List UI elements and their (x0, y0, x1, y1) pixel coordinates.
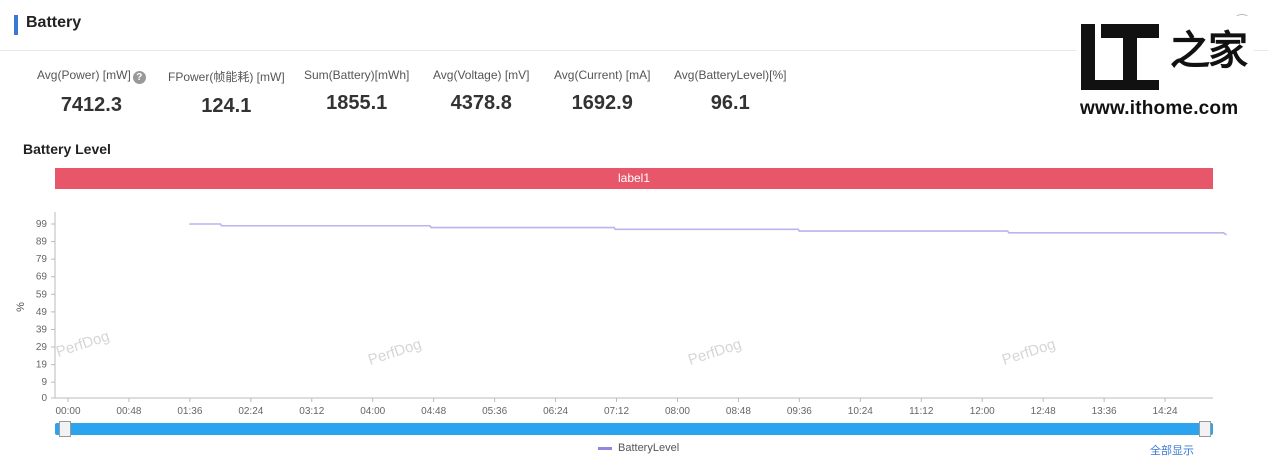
series (189, 223, 1227, 236)
data-point (189, 223, 191, 225)
metric-avg-current: Avg(Current) [mA] 1692.9 (554, 68, 650, 115)
legend-swatch (598, 446, 612, 450)
metric-label: Avg(Current) [mA] (554, 68, 651, 82)
x-tick-label: 14:24 (1153, 406, 1178, 417)
metric-value: 7412.3 (60, 94, 122, 116)
x-tick-label: 03:12 (299, 406, 324, 417)
y-tick-label: 19 (36, 360, 48, 371)
panel-header: Battery (0, 0, 1268, 51)
data-point (798, 230, 801, 232)
title-accent-bar (14, 15, 18, 35)
x-tick-label: 04:48 (421, 406, 446, 417)
data-point (1222, 231, 1225, 234)
data-point (219, 223, 222, 225)
data-point (1225, 233, 1227, 236)
metric-avg-battery-level: Avg(BatteryLevel)[%] 96.1 (674, 68, 787, 115)
data-point (1006, 230, 1009, 232)
watermark-text: PerfDog (686, 336, 744, 369)
x-tick-label: 01:36 (177, 406, 202, 417)
data-point (614, 228, 617, 231)
metric-sum-battery: Sum(Battery)[mWh] 1855.1 (304, 68, 409, 115)
chart-title: Battery Level (23, 141, 111, 157)
y-tick-label: 99 (36, 219, 48, 230)
x-tick-label: 05:36 (482, 406, 507, 417)
metric-value: 124.1 (201, 95, 252, 117)
y-tick-label: 69 (36, 272, 48, 283)
series-line-BatteryLevel (189, 223, 1227, 236)
y-tick-label: 79 (36, 254, 48, 265)
x-tick-label: 04:00 (360, 406, 385, 417)
data-point (430, 226, 432, 229)
y-tick-label: 39 (36, 324, 48, 335)
legend-label: BatteryLevel (618, 442, 680, 454)
y-tick-label: 89 (36, 237, 48, 248)
metric-avg-power: Avg(Power) [mW]? 7412.3 (37, 68, 146, 117)
zoom-slider[interactable] (55, 423, 1213, 435)
metric-label: Avg(Voltage) [mV] (433, 68, 530, 82)
y-tick-label: 49 (36, 307, 48, 318)
data-point (613, 226, 615, 229)
legend-item[interactable]: BatteryLevel (598, 442, 679, 454)
slider-handle-right[interactable] (1199, 421, 1211, 437)
metric-label: Avg(BatteryLevel)[%] (674, 68, 787, 82)
x-tick-label: 13:36 (1092, 406, 1117, 417)
watermark-text: PerfDog (1000, 336, 1058, 369)
it-logo-mark: IT (1079, 20, 1159, 90)
help-icon[interactable]: ? (132, 71, 146, 84)
axes: 0 9 19 29 39 49 59 69 79 89 99 00:00 00:48 01:36 02:24… (36, 212, 1213, 417)
svg-text:IT: IT (1079, 20, 1093, 24)
metric-label: FPower(帧能耗) [mW] (168, 70, 285, 84)
metric-fpower: FPower(帧能耗) [mW] 124.1 (168, 68, 285, 118)
metric-value: 1855.1 (326, 92, 388, 114)
x-tick-label: 08:00 (665, 406, 690, 417)
logo-chinese: 之家 (1170, 27, 1248, 74)
metric-label: Sum(Battery)[mWh] (304, 68, 410, 82)
x-tick-label: 12:00 (970, 406, 995, 417)
metric-value: 4378.8 (450, 92, 512, 114)
x-tick-label: 00:00 (55, 406, 80, 417)
data-point (797, 228, 799, 231)
logo-url: www.ithome.com (1080, 98, 1239, 119)
y-tick-label: 29 (36, 342, 48, 353)
y-tick-label: 0 (41, 393, 47, 404)
x-tick-label: 06:24 (543, 406, 568, 417)
panel-title: Battery (26, 14, 82, 31)
metric-avg-voltage: Avg(Voltage) [mV] 4378.8 (433, 68, 530, 115)
metric-value: 96.1 (710, 92, 750, 114)
slider-handle-left[interactable] (59, 421, 71, 437)
y-tick-label: 9 (41, 377, 47, 388)
x-tick-label: 07:12 (604, 406, 629, 417)
x-tick-label: 09:36 (787, 406, 812, 417)
metric-value: 1692.9 (571, 92, 633, 114)
data-point (220, 224, 223, 227)
x-tick-label: 08:48 (726, 406, 751, 417)
y-tick-label: 59 (36, 289, 48, 300)
label-band: label1 (55, 168, 1213, 189)
ithome-logo: IT 之家 www.ithome.com (1076, 16, 1254, 120)
x-tick-label: 10:24 (848, 406, 873, 417)
x-tick-label: 02:24 (238, 406, 263, 417)
watermark-text: PerfDog (54, 328, 112, 361)
y-axis-label: % (15, 302, 27, 312)
show-all-link[interactable]: 全部显示 (1150, 445, 1194, 457)
data-point (1008, 231, 1010, 234)
x-tick-label: 00:48 (116, 406, 141, 417)
x-tick-label: 11:12 (909, 406, 934, 417)
data-point (429, 224, 431, 227)
battery-level-chart: PerfDog PerfDog PerfDog PerfDog PerfDog … (15, 212, 1227, 417)
watermark-text: PerfDog (366, 336, 424, 369)
metric-label: Avg(Power) [mW] (37, 68, 131, 82)
x-tick-label: 12:48 (1031, 406, 1056, 417)
watermarks: PerfDog PerfDog PerfDog PerfDog PerfDog … (54, 328, 1058, 369)
